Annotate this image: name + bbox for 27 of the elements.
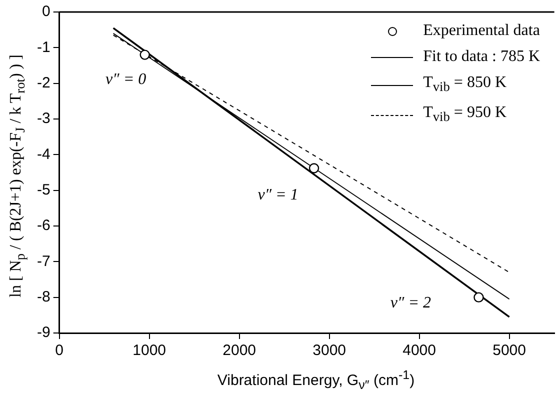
y-tick-label: -5 (36, 181, 50, 198)
point (308, 163, 320, 174)
x-axis-title: Vibrational Energy, G$_{ν″}$ (cm$^{-1}$) (217, 368, 415, 392)
y-tick-label: 0 (42, 3, 50, 20)
legend-label: Fit to data : 785 K (423, 47, 540, 67)
y-tick-label: -8 (36, 288, 50, 306)
legend-label: T$_{vib}$ = 850 K (423, 73, 506, 96)
legend-label: Experimental data (423, 21, 540, 41)
y-tick-label: -1 (36, 38, 50, 56)
x-tick-label: 2000 (222, 342, 256, 360)
y-tick-label: -4 (36, 146, 50, 163)
annotation: ν″ = 1 (258, 186, 298, 204)
x-tick-label: 4000 (402, 342, 436, 360)
x-tick-label: 0 (55, 342, 64, 360)
x-tick-label: 5000 (492, 342, 526, 360)
y-tick-label: -3 (36, 110, 50, 128)
x-tick-label: 3000 (312, 342, 346, 360)
point (474, 292, 484, 302)
y-tick-label: -6 (36, 217, 50, 234)
y-tick-label: -7 (36, 252, 50, 270)
point (140, 50, 150, 60)
y-tick-label: -2 (36, 74, 50, 92)
annotation: ν″ = 0 (106, 71, 146, 88)
legend-label: T$_{vib}$ = 950 K (423, 103, 506, 126)
annotation: ν″ = 2 (390, 294, 431, 312)
y-tick-label: -9 (36, 324, 50, 342)
x-tick-label: 1000 (132, 342, 166, 360)
